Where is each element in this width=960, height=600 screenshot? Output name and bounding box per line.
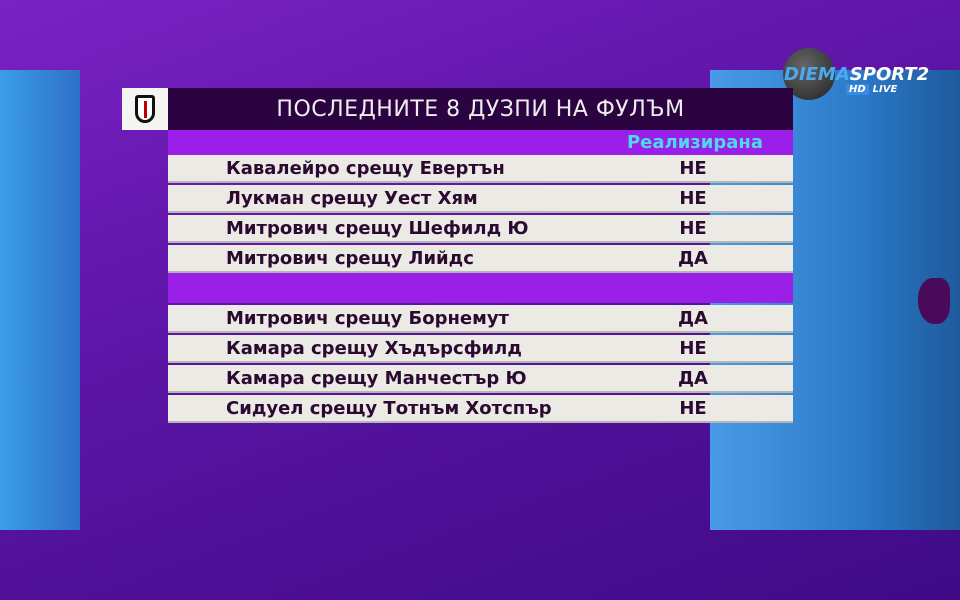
column-header-bar: Реализирана <box>168 130 793 155</box>
match-label: Кавалейро срещу Евертън <box>226 158 505 179</box>
table-row: Камара срещу Хъдърсфилд НЕ <box>168 335 793 363</box>
table-row: Митрович срещу Лийдс ДА <box>168 245 793 273</box>
table-row: Митрович срещу Шефилд Ю НЕ <box>168 215 793 243</box>
result-value: НЕ <box>679 188 707 209</box>
left-decor-panel <box>0 70 80 530</box>
result-value: ДА <box>678 248 708 269</box>
table-title: ПОСЛЕДНИТЕ 8 ДУЗПИ НА ФУЛЪМ <box>168 88 793 130</box>
table-row: Кавалейро срещу Евертън НЕ <box>168 155 793 183</box>
table-row: Митрович срещу Борнемут ДА <box>168 305 793 333</box>
table-row: Сидуел срещу Тотнъм Хотспър НЕ <box>168 395 793 423</box>
table-row: Камара срещу Манчестър Ю ДА <box>168 365 793 393</box>
result-value: НЕ <box>679 338 707 359</box>
live-badge: HD LIVE <box>846 84 897 95</box>
result-value: ДА <box>678 308 708 329</box>
channel-name-1: DIEMA <box>784 64 850 85</box>
match-label: Камара срещу Манчестър Ю <box>226 368 527 389</box>
match-label: Сидуел срещу Тотнъм Хотспър <box>226 398 552 419</box>
result-value: НЕ <box>679 158 707 179</box>
fulham-crest-icon <box>135 95 155 123</box>
channel-logo: DIEMASPORT2 <box>784 64 929 85</box>
live-label: LIVE <box>872 84 898 95</box>
match-label: Камара срещу Хъдърсфилд <box>226 338 522 359</box>
table-row: Лукман срещу Уест Хям НЕ <box>168 185 793 213</box>
fulham-crest <box>122 88 168 130</box>
result-value: НЕ <box>679 398 707 419</box>
match-label: Митрович срещу Лийдс <box>226 248 474 269</box>
match-label: Митрович срещу Шефилд Ю <box>226 218 529 239</box>
divider-bar <box>168 273 793 303</box>
premier-league-lion-icon <box>918 278 950 324</box>
hd-badge: HD <box>846 84 869 95</box>
column-header-scored: Реализирана <box>626 132 763 153</box>
match-label: Лукман срещу Уест Хям <box>226 188 478 209</box>
match-label: Митрович срещу Борнемут <box>226 308 509 329</box>
result-value: НЕ <box>679 218 707 239</box>
channel-name-2: SPORT2 <box>849 64 930 85</box>
result-value: ДА <box>678 368 708 389</box>
